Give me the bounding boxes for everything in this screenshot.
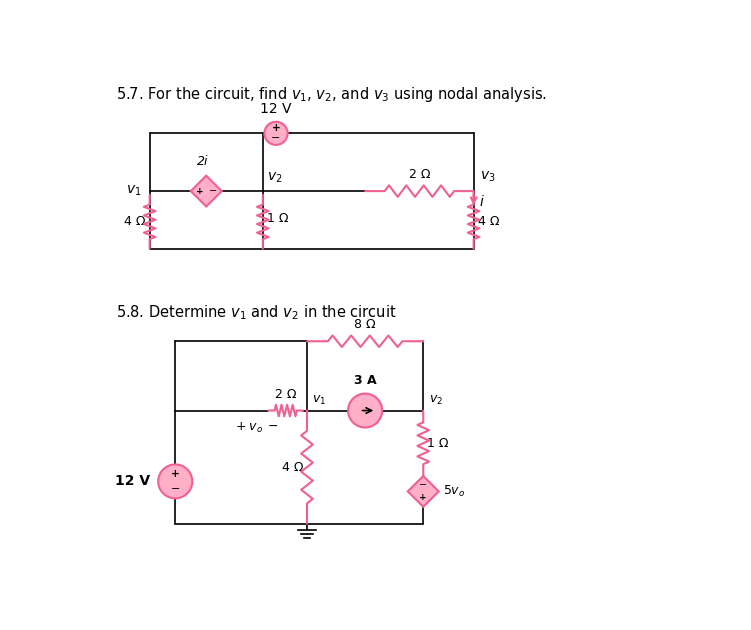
Text: $v_1$: $v_1$ [126, 184, 142, 198]
Text: 4 Ω: 4 Ω [125, 215, 146, 229]
Text: 1 Ω: 1 Ω [427, 437, 448, 450]
Text: 3 A: 3 A [354, 374, 376, 387]
Text: i: i [480, 195, 484, 209]
Text: −: − [271, 133, 281, 143]
Text: −: − [170, 483, 180, 493]
Text: $v_2$: $v_2$ [267, 171, 282, 185]
Circle shape [158, 464, 192, 498]
Polygon shape [408, 476, 439, 507]
Text: $v_2$: $v_2$ [430, 394, 443, 408]
Text: 4 Ω: 4 Ω [478, 215, 499, 229]
Text: $v_3$: $v_3$ [480, 170, 496, 185]
Text: 12 V: 12 V [116, 474, 150, 488]
Text: +: + [171, 469, 179, 479]
Polygon shape [191, 176, 222, 207]
Text: $+\;v_o\;-$: $+\;v_o\;-$ [234, 420, 279, 435]
Text: 8 Ω: 8 Ω [354, 318, 376, 331]
Text: 5.7. For the circuit, find $v_1$, $v_2$, and $v_3$ using nodal analysis.: 5.7. For the circuit, find $v_1$, $v_2$,… [116, 85, 547, 105]
Text: +: + [420, 493, 427, 502]
Text: 12 V: 12 V [261, 103, 291, 117]
Circle shape [264, 122, 288, 145]
Text: 2 Ω: 2 Ω [409, 168, 430, 181]
Text: 2i: 2i [197, 155, 208, 168]
Text: 5.8. Determine $v_1$ and $v_2$ in the circuit: 5.8. Determine $v_1$ and $v_2$ in the ci… [116, 304, 397, 322]
Text: +: + [196, 186, 204, 195]
Text: −: − [419, 480, 427, 490]
Text: 2 Ω: 2 Ω [275, 387, 297, 401]
Text: 1 Ω: 1 Ω [267, 212, 288, 224]
Text: $5v_o$: $5v_o$ [442, 484, 465, 499]
Text: +: + [272, 123, 280, 134]
Circle shape [348, 394, 382, 428]
Text: $v_1$: $v_1$ [312, 394, 326, 408]
Text: 4 Ω: 4 Ω [282, 461, 303, 474]
Text: −: − [209, 186, 217, 196]
